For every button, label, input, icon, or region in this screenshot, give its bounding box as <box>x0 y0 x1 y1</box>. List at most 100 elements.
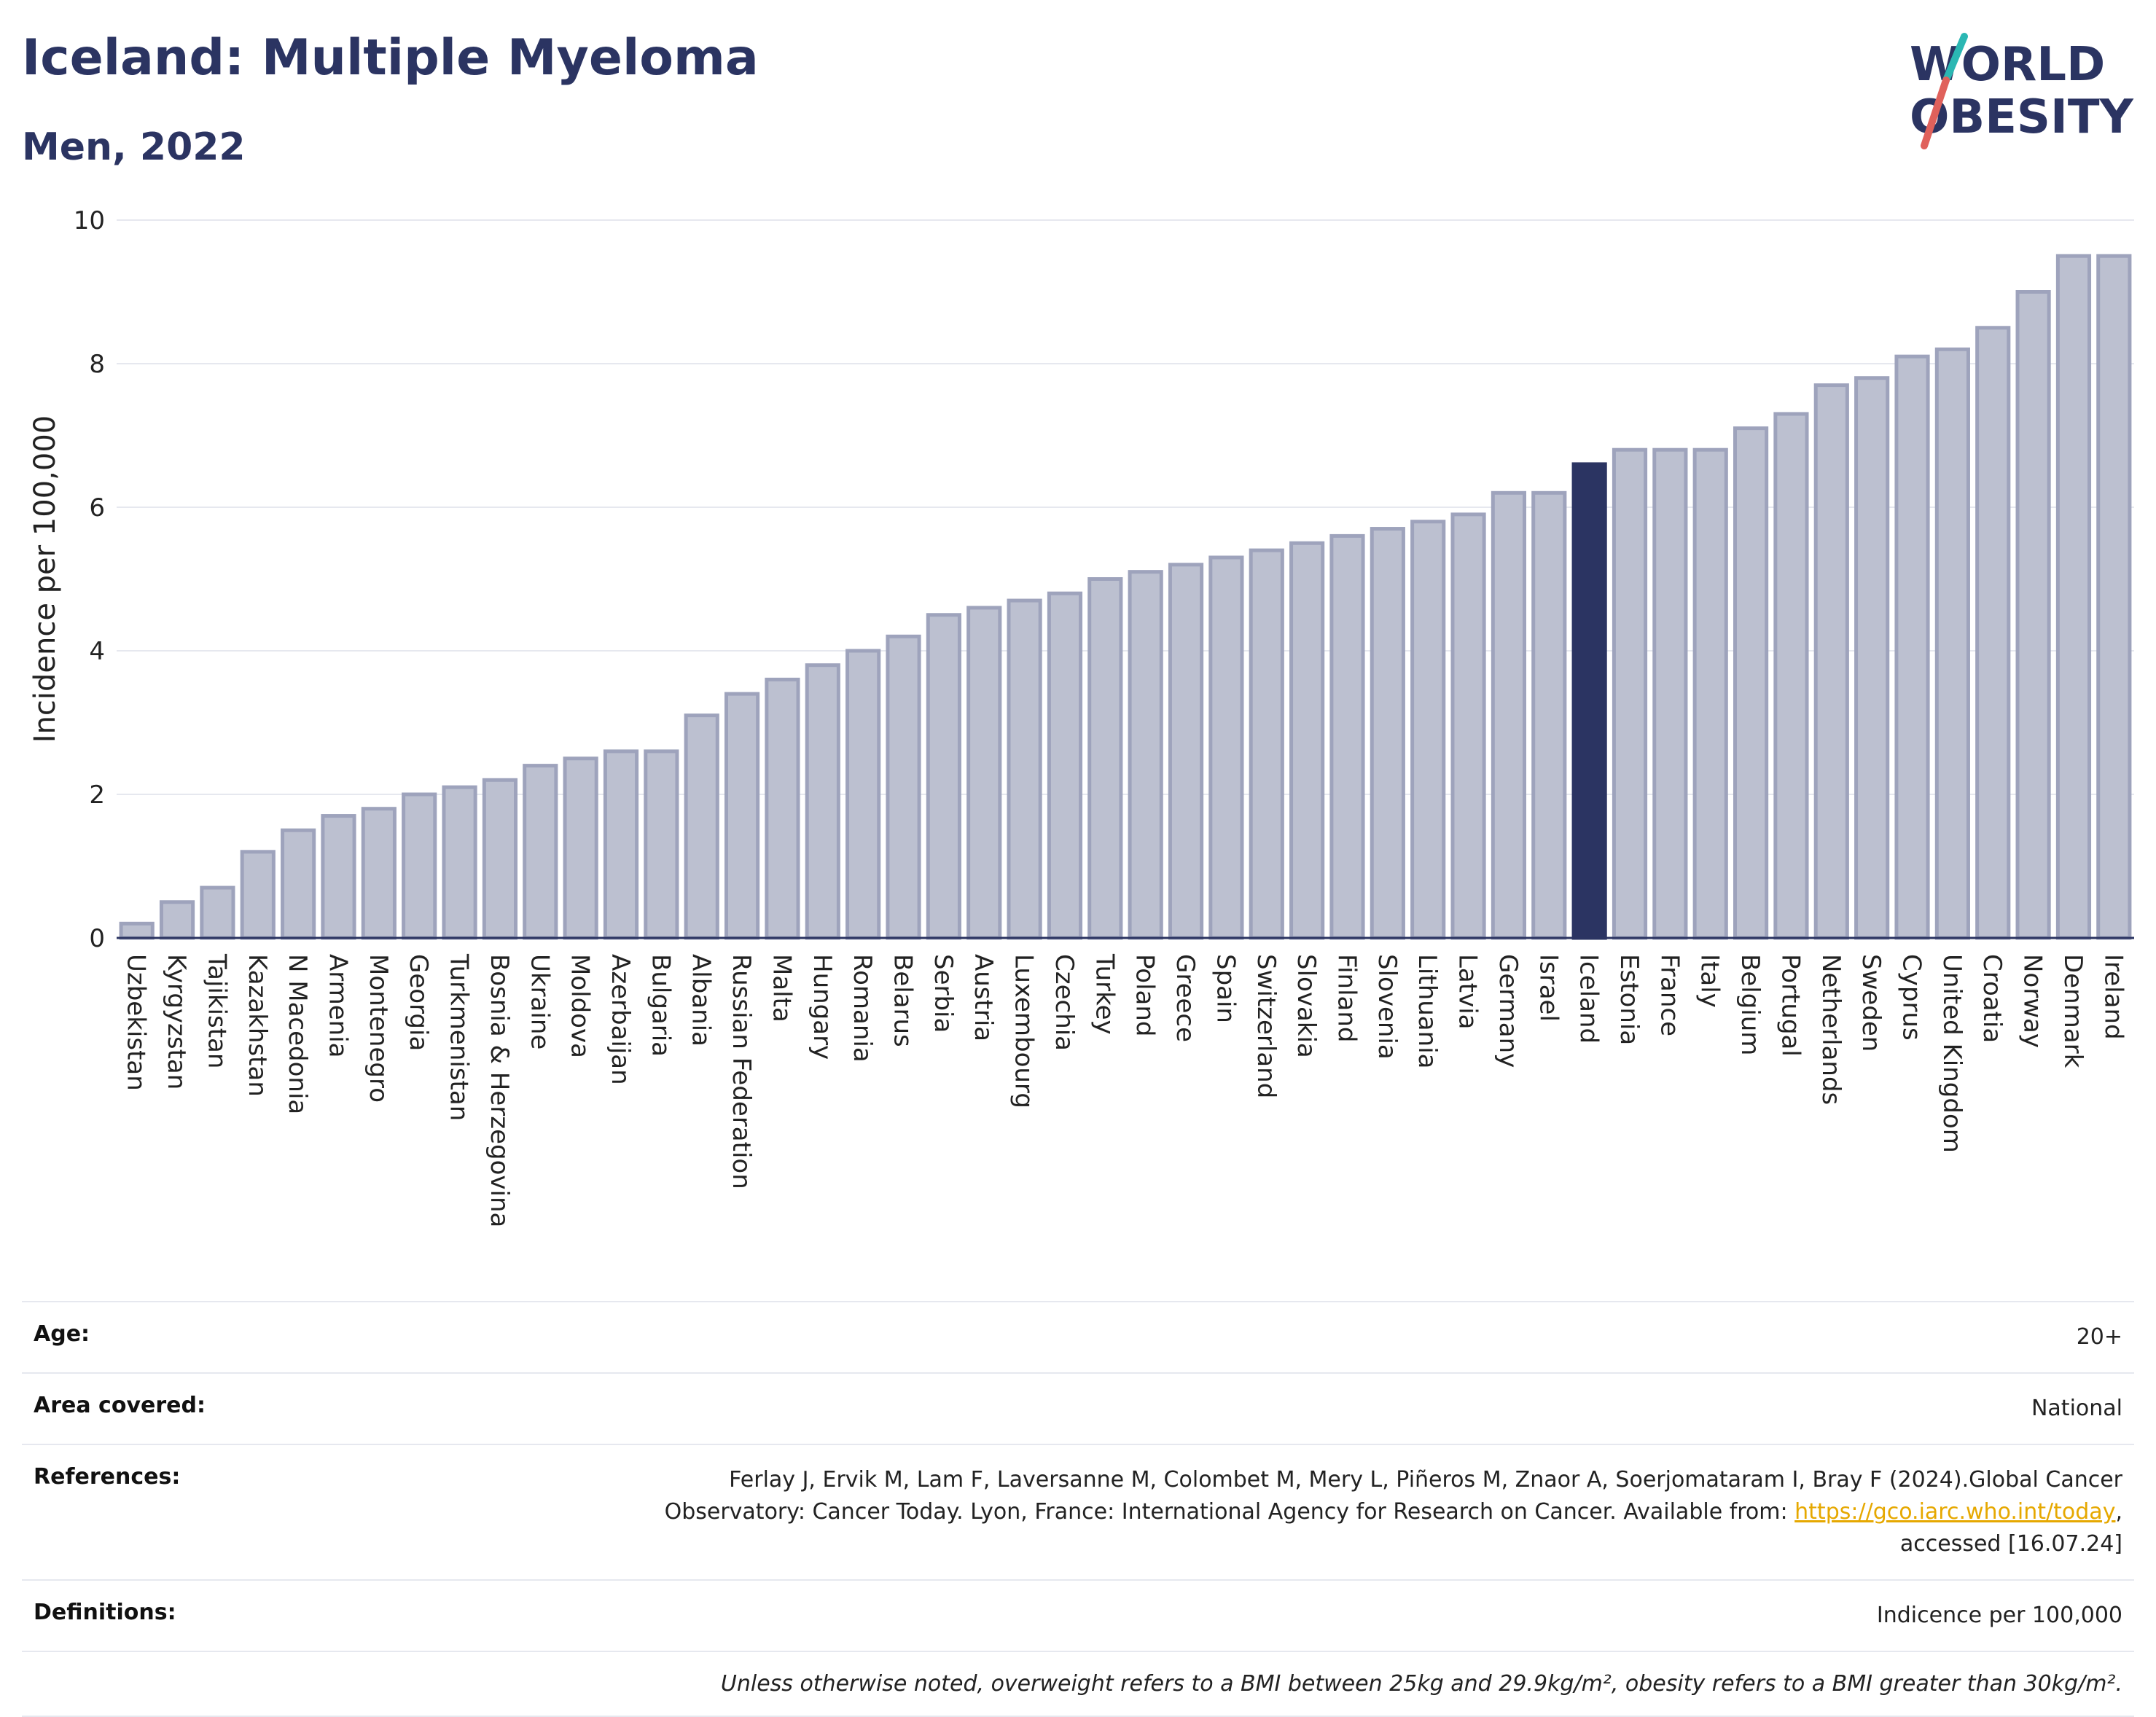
x-tick-label: Netherlands <box>1816 954 1846 1105</box>
bar-spain <box>1208 555 1244 940</box>
bar-azerbaijan <box>603 749 639 940</box>
x-tick-label: Czechia <box>1050 954 1079 1051</box>
bar-austria <box>966 606 1002 940</box>
x-tick-label: Serbia <box>929 954 958 1033</box>
definitions-label: Definitions: <box>34 1600 176 1625</box>
bar-moldova <box>563 756 598 940</box>
bar-estonia <box>1612 447 1648 940</box>
bar-lithuania <box>1410 520 1446 940</box>
x-tick-label: Romania <box>848 954 877 1063</box>
bar-finland <box>1329 533 1365 940</box>
x-tick-label: Estonia <box>1614 954 1644 1045</box>
x-tick-label: Ukraine <box>525 954 554 1049</box>
bar-ireland <box>2096 254 2132 940</box>
age-label: Age: <box>34 1321 90 1347</box>
bar-bulgaria <box>644 749 679 940</box>
chart-subtitle: Men, 2022 <box>22 125 246 169</box>
bar-hungary <box>805 663 840 940</box>
bar-italy <box>1692 447 1728 940</box>
x-tick-label: Greece <box>1171 954 1200 1042</box>
references-link[interactable]: https://gco.iarc.who.int/today <box>1794 1499 2116 1525</box>
x-tick-label: Cyprus <box>1897 954 1926 1041</box>
bar-poland <box>1128 570 1163 940</box>
x-tick-label: Ireland <box>2098 954 2128 1040</box>
x-tick-label: Belarus <box>888 954 918 1047</box>
references-text-3: accessed [16.07.24] <box>1899 1531 2122 1557</box>
x-tick-label: Turkmenistan <box>445 953 474 1121</box>
x-tick-label: Albania <box>687 954 716 1047</box>
bar-armenia <box>321 814 356 940</box>
bar-germany <box>1491 490 1527 940</box>
x-tick-label: Croatia <box>1977 954 2007 1043</box>
bar-montenegro <box>361 807 397 940</box>
bar-romania <box>845 649 881 940</box>
y-tick-label: 6 <box>89 493 105 523</box>
meta-row-references: References: Ferlay J, Ervik M, Lam F, La… <box>22 1444 2134 1579</box>
y-tick-labels: 0 2 4 6 8 10 <box>74 206 105 953</box>
x-tick-label: Switzerland <box>1251 954 1281 1098</box>
x-tick-label: Norway <box>2018 954 2047 1048</box>
x-tick-label: Belgium <box>1735 954 1765 1055</box>
x-tick-label: Denmark <box>2058 954 2087 1068</box>
meta-row-note: Unless otherwise noted, overweight refer… <box>22 1651 2134 1717</box>
logo-slash-red <box>1921 77 1950 149</box>
bar-netherlands <box>1813 383 1849 940</box>
bar-croatia <box>1975 326 2011 940</box>
bar-czechia <box>1047 591 1083 940</box>
logo-line2: OBESITY <box>1910 90 2133 144</box>
bar-united-kingdom <box>1934 347 1970 940</box>
x-tick-label: Lithuania <box>1413 954 1442 1068</box>
metadata-table: Age: 20+ Area covered: National Referenc… <box>22 1301 2134 1717</box>
y-tick-label: 4 <box>89 637 105 666</box>
bar-iceland <box>1571 462 1607 940</box>
bar-n-macedonia <box>281 828 316 940</box>
bar-greece <box>1168 563 1204 940</box>
bar-cyprus <box>1894 354 1930 940</box>
y-tick-label: 10 <box>74 206 105 235</box>
bar-latvia <box>1450 512 1486 940</box>
age-value: 20+ <box>2076 1324 2122 1350</box>
bar-bosnia-herzegovina <box>482 778 518 940</box>
bar-kazakhstan <box>240 850 276 940</box>
x-tick-label: Turkey <box>1090 953 1119 1035</box>
bar-slovakia <box>1289 541 1325 940</box>
x-tick-label: Azerbaijan <box>606 954 635 1085</box>
x-tick-label: Armenia <box>323 954 352 1058</box>
x-tick-label: Austria <box>969 954 998 1041</box>
meta-row-age: Age: 20+ <box>22 1301 2134 1372</box>
meta-row-area: Area covered: National <box>22 1372 2134 1444</box>
bar-ukraine <box>523 764 558 940</box>
bar-denmark <box>2055 254 2092 940</box>
x-tick-label: Iceland <box>1574 954 1604 1044</box>
references-text-2: Observatory: Cancer Today. Lyon, France:… <box>664 1499 1795 1525</box>
x-tick-label: Russian Federation <box>727 954 756 1189</box>
x-tick-label: Portugal <box>1776 954 1805 1057</box>
y-axis-label: Incidence per 100,000 <box>28 415 62 743</box>
bar-norway <box>2015 290 2051 940</box>
area-label: Area covered: <box>34 1393 206 1418</box>
x-tick-label: Latvia <box>1453 954 1483 1030</box>
world-obesity-logo: WORLD OBESITY <box>1910 33 2133 149</box>
bars <box>119 254 2132 940</box>
x-tick-label: Tajikistan <box>202 953 231 1068</box>
x-tick-label: Moldova <box>566 954 595 1058</box>
x-tick-label: Germany <box>1493 954 1523 1068</box>
y-tick-label: 0 <box>89 924 105 953</box>
bar-kyrgyzstan <box>159 900 195 940</box>
bar-tajikistan <box>200 885 235 940</box>
bar-belarus <box>886 634 921 940</box>
x-tick-label: Bosnia & Herzegovina <box>485 954 514 1227</box>
bar-france <box>1652 447 1688 940</box>
bar-luxembourg <box>1007 598 1042 940</box>
x-tick-label: Slovenia <box>1372 954 1402 1060</box>
bar-turkey <box>1087 577 1123 940</box>
x-tick-label: Malta <box>767 954 796 1022</box>
bar-turkmenistan <box>442 785 477 940</box>
chart-title: Iceland: Multiple Myeloma <box>22 29 759 87</box>
x-tick-label: Poland <box>1130 954 1160 1037</box>
x-tick-label: United Kingdom <box>1937 954 1966 1153</box>
y-tick-label: 8 <box>89 350 105 379</box>
x-tick-label: Spain <box>1211 954 1240 1023</box>
references-value: Ferlay J, Ervik M, Lam F, Laversanne M, … <box>664 1467 2122 1557</box>
bar-slovenia <box>1370 527 1405 940</box>
